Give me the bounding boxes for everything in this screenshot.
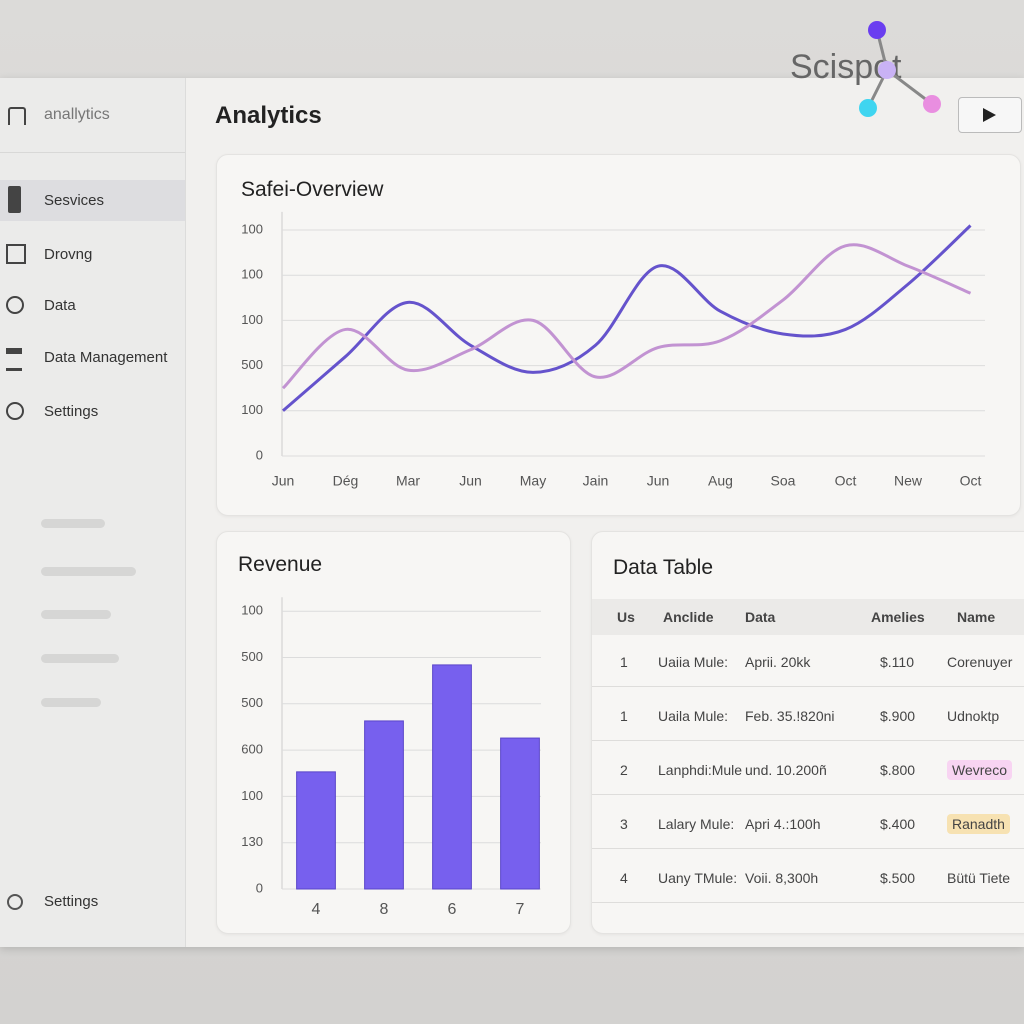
- placeholder: [41, 654, 119, 663]
- table-cell: $.900: [880, 708, 916, 724]
- placeholder: [41, 567, 136, 576]
- row-divider: [592, 740, 1024, 741]
- column-header: Amelies: [871, 609, 925, 625]
- table-cell: Uany TMule:: [658, 870, 738, 886]
- active-item: [0, 180, 185, 221]
- column-header: Us: [617, 609, 635, 625]
- table-cell: 2: [620, 762, 628, 778]
- row-divider: [592, 794, 1024, 795]
- row-divider: [592, 902, 1024, 903]
- placeholder: [41, 610, 111, 619]
- table-cell: Corenuyer: [947, 654, 1013, 670]
- table-cell: Ranadth: [947, 814, 1010, 834]
- icon: [6, 402, 24, 420]
- column-header: Name: [957, 609, 996, 625]
- table-cell: Uaiia Mule:: [658, 654, 729, 670]
- sidebar: [0, 78, 186, 947]
- table-cell: Voii. 8,300h: [745, 870, 819, 886]
- table-cell: Aprii. 20kk: [745, 654, 811, 670]
- table-cell: Feb. 35.!820ni: [745, 708, 835, 724]
- table-cell: Wevreco: [947, 760, 1012, 780]
- icon: [6, 348, 22, 371]
- row-divider: [592, 848, 1024, 849]
- column-header: Anclide: [663, 609, 714, 625]
- table-cell: Udnoktp: [947, 708, 1000, 724]
- nav-item[interactable]: Drovng: [44, 246, 93, 263]
- table-cell: 1: [620, 654, 628, 670]
- table-cell: 1: [620, 708, 628, 724]
- page-title: Analytics: [215, 102, 322, 129]
- placeholder: [41, 698, 101, 707]
- nav-item[interactable]: Data Management: [44, 349, 168, 366]
- table-card: [591, 531, 1024, 934]
- chart-title: Revenue: [238, 553, 323, 576]
- table-cell: $.500: [880, 870, 916, 886]
- table-cell: $.110: [880, 654, 914, 670]
- table-title: Data Table: [613, 556, 714, 579]
- revenue-card: [216, 531, 571, 934]
- divider: [0, 152, 185, 153]
- table-cell: $.400: [880, 816, 916, 832]
- row-divider: [592, 686, 1024, 687]
- table-cell: 3: [620, 816, 628, 832]
- table-cell: $.800: [880, 762, 916, 778]
- home-icon: [8, 107, 26, 125]
- chart-title: Safei-Overview: [241, 178, 384, 201]
- play-button[interactable]: [958, 97, 1022, 133]
- icon: [6, 296, 24, 314]
- column-header: Data: [745, 609, 776, 625]
- placeholder: [41, 519, 105, 528]
- table-cell: Bütü Tiete: [947, 870, 1011, 886]
- table-cell: Uaila Mule:: [658, 708, 729, 724]
- overview-card: [216, 154, 1021, 516]
- nav-item[interactable]: Settings: [44, 893, 99, 910]
- table-cell: Apri 4.:100h: [745, 816, 821, 832]
- table-cell: Lalary Mule:: [658, 816, 735, 832]
- icon: [6, 244, 26, 264]
- nav-item[interactable]: Sesvices: [44, 192, 105, 209]
- icon: [8, 186, 21, 213]
- table-cell: Lanphdi:Mule: [658, 762, 743, 778]
- nav-item[interactable]: Data: [44, 297, 76, 314]
- table-cell: 4: [620, 870, 628, 886]
- table-header: [592, 599, 1024, 635]
- sidebar-top[interactable]: anallytics: [44, 106, 110, 123]
- logo-graphic: [859, 21, 941, 117]
- nav-item[interactable]: Settings: [44, 403, 99, 420]
- icon: [7, 894, 23, 910]
- table-cell: und. 10.200ñ: [745, 762, 827, 778]
